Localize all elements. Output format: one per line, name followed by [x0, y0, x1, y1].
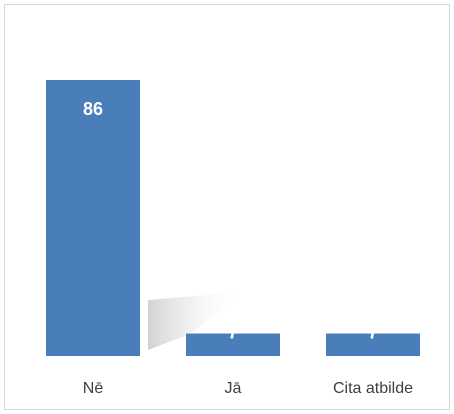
x-tick-label: Nē	[83, 380, 104, 397]
bar	[326, 333, 420, 356]
bar	[46, 80, 140, 356]
x-tick-label: Cita atbilde	[333, 380, 413, 397]
x-tick-label: Jā	[225, 380, 242, 397]
bar	[186, 333, 280, 356]
value-label: 7	[368, 322, 378, 342]
bar-shadow	[148, 292, 245, 350]
value-label: 86	[83, 99, 103, 119]
value-label: 7	[228, 322, 238, 342]
